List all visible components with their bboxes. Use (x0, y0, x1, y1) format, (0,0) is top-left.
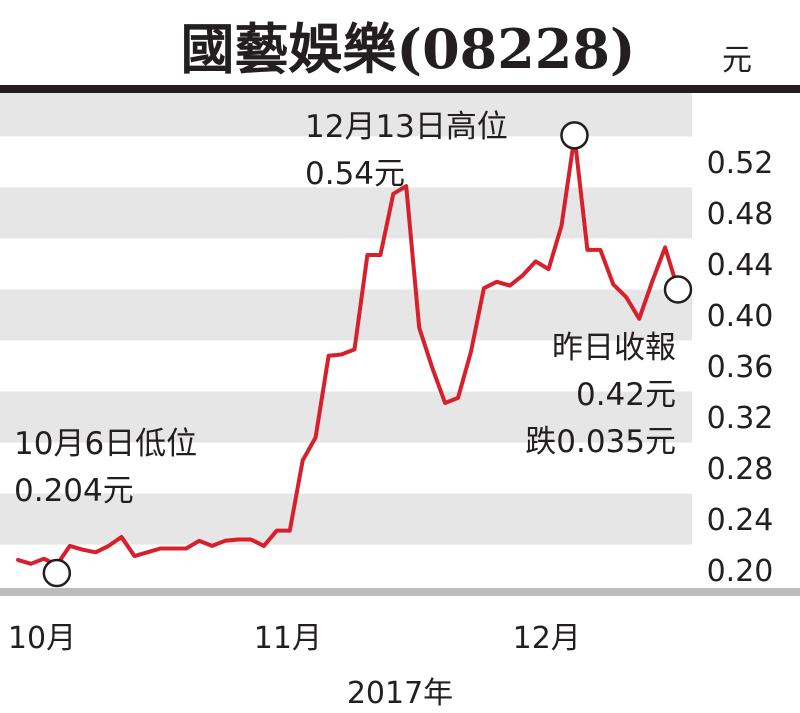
x-tick-label: 12月 (513, 621, 581, 656)
y-tick-label: 0.36 (707, 350, 774, 385)
grid-band (0, 493, 692, 545)
y-tick-label: 0.20 (707, 554, 774, 589)
point-markers (42, 121, 693, 588)
y-tick-label: 0.52 (707, 146, 774, 181)
grid-band (0, 391, 692, 443)
point-marker (42, 558, 72, 588)
y-tick-label: 0.40 (707, 299, 774, 334)
top-rule (0, 85, 800, 93)
grid-bands (0, 93, 692, 545)
y-tick-label: 0.32 (707, 401, 774, 436)
point-marker (663, 275, 693, 304)
axis-band (0, 588, 800, 596)
annotation-text: 跌0.035元 (525, 424, 676, 460)
y-tick-label: 0.48 (707, 197, 774, 232)
annotation-text: 昨日收報 (552, 330, 676, 366)
annotation-text: 10月6日低位 (14, 426, 197, 462)
price-line (16, 134, 680, 567)
x-ticks: 10月 11月 12月 (8, 621, 581, 656)
annotation-text: 0.42元 (576, 377, 676, 413)
y-tick-label: 0.44 (707, 248, 774, 283)
x-tick-label: 10月 (8, 621, 76, 656)
y-tick-label: 0.28 (707, 452, 774, 487)
chart-title: 國藝娛樂(08228) (181, 17, 636, 81)
grid-band (0, 187, 692, 239)
point-marker (560, 121, 589, 150)
y-unit-label: 元 (722, 43, 752, 78)
annotation-text: 0.204元 (14, 473, 134, 509)
y-ticks: 0.52 0.48 0.44 0.40 0.36 0.32 0.28 0.24 0.20 (707, 146, 774, 589)
x-tick-label: 11月 (254, 621, 322, 656)
annotations: 12月13日高位 0.54元 10月6日低位 0.204元 昨日收報 0.42元跌0.03… (14, 109, 676, 509)
grid-band (0, 289, 692, 341)
annotation-text: 12月13日高位 (305, 109, 508, 145)
y-tick-label: 0.24 (707, 503, 774, 538)
x-axis-label: 2017年 (347, 676, 453, 711)
annotation-text: 0.54元 (305, 156, 405, 192)
